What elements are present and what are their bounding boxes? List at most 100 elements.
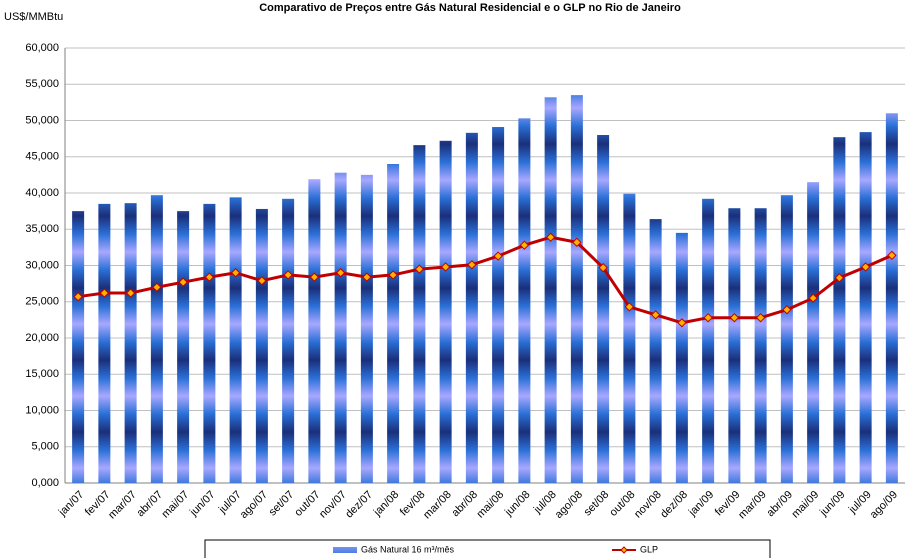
bar: [675, 232, 688, 483]
y-tick-label: 5,000: [31, 441, 59, 453]
bar: [859, 132, 872, 483]
marker: [545, 232, 556, 242]
y-tick-label: 15,000: [25, 368, 59, 380]
marker: [782, 305, 792, 315]
x-tick-label: dez/08: [658, 489, 690, 521]
y-tick-label: 20,000: [25, 332, 59, 344]
x-tick-label: mai/07: [159, 489, 191, 521]
y-tick-label: 25,000: [25, 296, 59, 308]
y-tick-label: 45,000: [25, 151, 59, 163]
bar: [728, 208, 741, 483]
y-tick-label: 10,000: [25, 404, 59, 416]
x-tick-label: jan/09: [686, 489, 716, 519]
legend-label: GLP: [640, 544, 658, 554]
bar: [334, 172, 347, 483]
y-tick-label: 60,000: [25, 42, 59, 54]
marker: [572, 237, 582, 248]
legend-marker: [620, 546, 628, 554]
marker: [414, 264, 425, 274]
marker: [860, 262, 871, 272]
bar: [282, 198, 295, 484]
bar: [885, 113, 898, 483]
marker: [677, 318, 687, 328]
marker: [440, 262, 451, 272]
bar: [807, 182, 820, 483]
bar: [360, 174, 373, 483]
y-tick-label: 30,000: [25, 259, 59, 271]
x-tick-label: mai/09: [789, 489, 821, 521]
marker: [808, 293, 818, 303]
bar: [544, 97, 557, 484]
bar: [597, 135, 610, 483]
marker: [257, 276, 267, 286]
marker: [230, 268, 241, 278]
bar: [203, 203, 216, 483]
bar: [98, 203, 111, 483]
marker: [388, 270, 398, 280]
bar: [439, 140, 452, 484]
bar: [413, 145, 426, 483]
x-tick-label: mar/08: [421, 489, 454, 522]
y-tick-label: 40,000: [25, 187, 59, 199]
bar: [465, 132, 478, 483]
marker: [755, 312, 766, 323]
x-tick-label: jan/07: [56, 489, 86, 519]
x-tick-label: set/08: [582, 489, 612, 519]
bar: [124, 203, 137, 483]
marker: [467, 260, 477, 270]
marker: [493, 251, 503, 261]
marker: [99, 288, 110, 298]
marker: [283, 270, 293, 280]
y-tick-label: 55,000: [25, 78, 59, 90]
chart-title: Comparativo de Preços entre Gás Natural …: [259, 2, 681, 14]
marker: [362, 272, 372, 282]
marker: [335, 268, 346, 278]
bar: [492, 127, 505, 484]
marker: [73, 291, 83, 302]
marker: [834, 273, 845, 283]
x-tick-label: jun/08: [502, 489, 532, 519]
x-tick-label: dez/07: [343, 489, 375, 521]
bar: [702, 198, 715, 484]
marker: [703, 312, 713, 323]
bar: [308, 179, 321, 483]
x-tick-label: mar/09: [736, 489, 769, 522]
y-tick-label: 50,000: [25, 114, 59, 126]
bar: [623, 193, 636, 483]
x-tick-label: mar/07: [106, 489, 139, 522]
marker: [729, 312, 740, 323]
bar: [72, 211, 85, 483]
legend-swatch: [333, 547, 357, 553]
y-tick-label: 0,000: [31, 477, 59, 489]
marker: [309, 272, 320, 282]
x-tick-label: jan/08: [371, 489, 401, 519]
bar: [833, 137, 846, 484]
marker: [152, 282, 162, 292]
marker: [125, 288, 136, 298]
x-tick-label: ago/07: [238, 489, 270, 521]
y-axis-title: US$/MMBtu: [4, 11, 63, 23]
bar: [754, 208, 767, 483]
x-tick-label: mai/08: [474, 489, 506, 521]
legend-label: Gás Natural 16 m³/mês: [361, 544, 455, 554]
bar: [255, 208, 268, 483]
x-tick-label: abr/08: [450, 489, 481, 520]
x-tick-label: abr/07: [135, 489, 166, 520]
x-tick-label: jun/09: [817, 489, 847, 519]
bar: [177, 211, 190, 483]
x-tick-label: abr/09: [765, 489, 796, 520]
marker: [624, 302, 635, 312]
bar: [229, 197, 242, 483]
x-tick-label: nov/08: [632, 489, 664, 521]
x-tick-label: nov/07: [317, 489, 349, 521]
bar: [387, 164, 400, 483]
legend-box: [204, 539, 771, 558]
marker: [519, 240, 530, 250]
marker: [598, 262, 608, 273]
marker: [204, 272, 215, 282]
y-tick-label: 35,000: [25, 223, 59, 235]
marker: [650, 310, 661, 320]
bar: [570, 95, 583, 483]
bar: [518, 118, 531, 483]
bar: [150, 195, 163, 484]
